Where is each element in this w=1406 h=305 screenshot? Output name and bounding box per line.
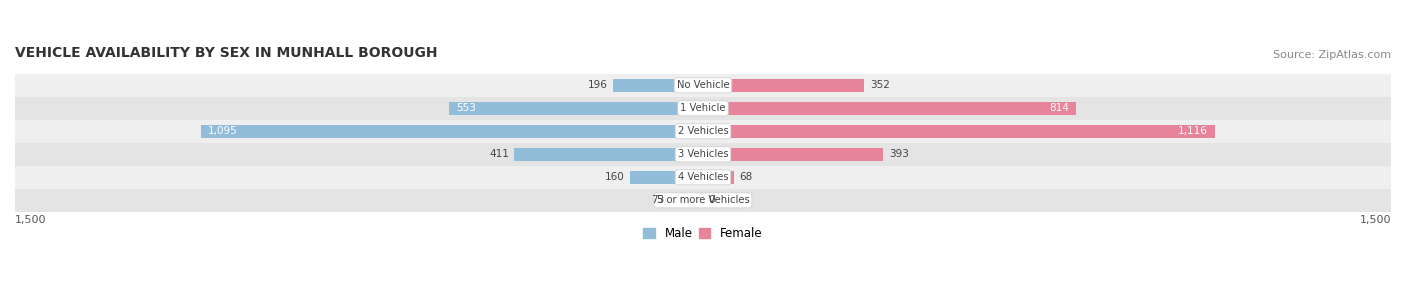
Text: 3 Vehicles: 3 Vehicles: [678, 149, 728, 159]
Bar: [15, 97, 1391, 120]
Bar: [613, 79, 703, 92]
Bar: [15, 166, 1391, 189]
Text: 553: 553: [456, 103, 477, 113]
Text: 411: 411: [489, 149, 509, 159]
Text: 393: 393: [889, 149, 908, 159]
Bar: [15, 74, 1391, 97]
Bar: [15, 189, 1391, 212]
Text: 1,095: 1,095: [208, 126, 238, 136]
Text: No Vehicle: No Vehicle: [676, 80, 730, 90]
Text: 1,116: 1,116: [1178, 126, 1208, 136]
Text: VEHICLE AVAILABILITY BY SEX IN MUNHALL BOROUGH: VEHICLE AVAILABILITY BY SEX IN MUNHALL B…: [15, 46, 437, 60]
Bar: [703, 79, 865, 92]
Text: 196: 196: [588, 80, 607, 90]
Text: Source: ZipAtlas.com: Source: ZipAtlas.com: [1272, 50, 1391, 60]
Text: 2 Vehicles: 2 Vehicles: [678, 126, 728, 136]
Bar: [450, 102, 703, 115]
Bar: [703, 171, 734, 184]
Bar: [515, 148, 703, 161]
Text: 4 Vehicles: 4 Vehicles: [678, 172, 728, 182]
Text: 160: 160: [605, 172, 624, 182]
Text: 1,500: 1,500: [15, 215, 46, 225]
Text: 5 or more Vehicles: 5 or more Vehicles: [657, 195, 749, 205]
Text: 1 Vehicle: 1 Vehicle: [681, 103, 725, 113]
Bar: [669, 194, 703, 207]
Text: 68: 68: [740, 172, 754, 182]
Bar: [201, 125, 703, 138]
Bar: [703, 102, 1077, 115]
Text: 352: 352: [870, 80, 890, 90]
Bar: [15, 143, 1391, 166]
Legend: Male, Female: Male, Female: [638, 222, 768, 245]
Bar: [630, 171, 703, 184]
Text: 73: 73: [651, 195, 664, 205]
Bar: [703, 148, 883, 161]
Text: 0: 0: [709, 195, 716, 205]
Text: 814: 814: [1050, 103, 1070, 113]
Bar: [15, 120, 1391, 143]
Bar: [703, 125, 1215, 138]
Text: 1,500: 1,500: [1360, 215, 1391, 225]
